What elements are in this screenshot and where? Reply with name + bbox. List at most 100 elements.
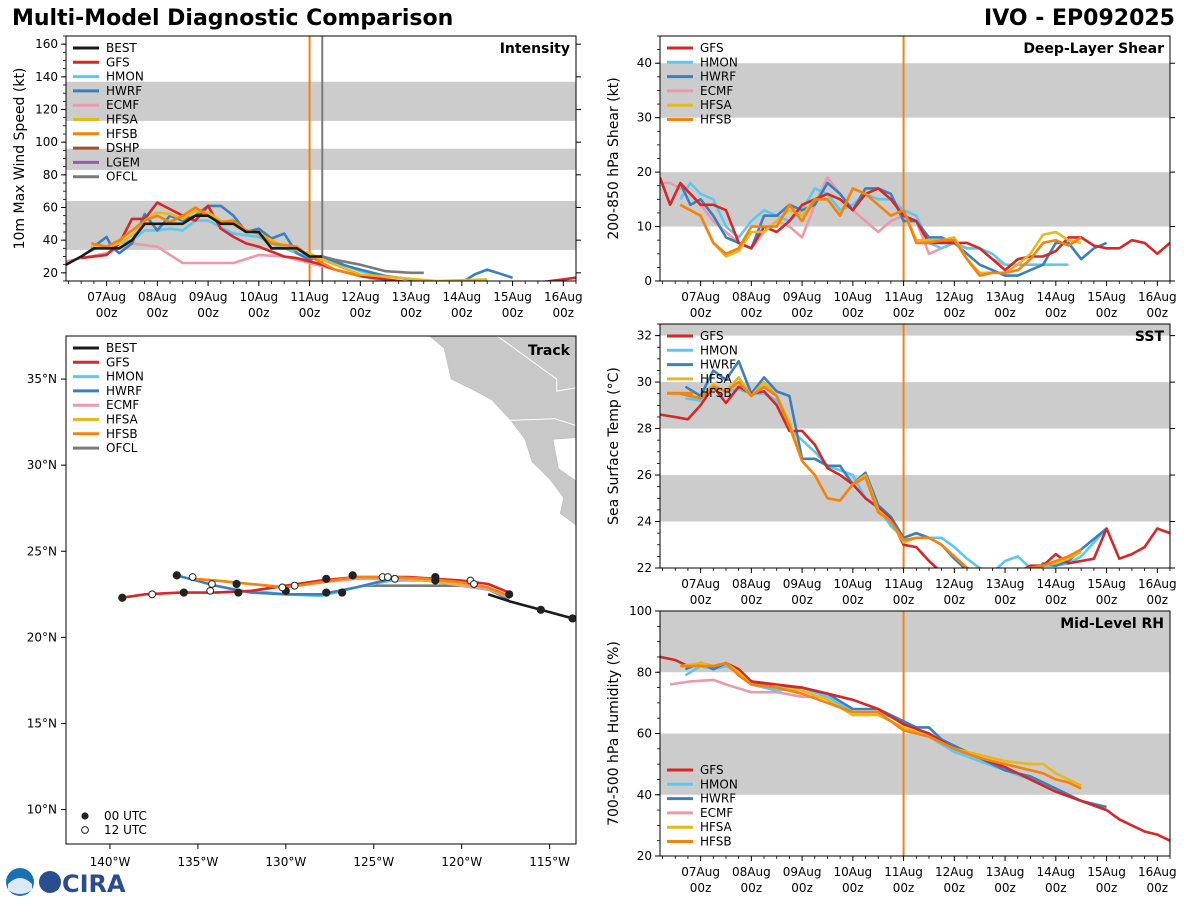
sst-x-tick-sublabel: 00z: [1045, 593, 1067, 607]
track-marker-12utc: [278, 583, 287, 592]
track-y-tick-label: 20°N: [27, 630, 57, 644]
state-line: [496, 336, 576, 392]
shear-x-tick-sublabel: 00z: [994, 306, 1016, 320]
intensity-series-gfs: [81, 201, 576, 281]
intensity-series-hfsb: [91, 206, 361, 278]
sst-y-tick-label: 30: [637, 375, 652, 389]
intensity-legend-label: BEST: [106, 41, 137, 55]
shear-x-tick-sublabel: 00z: [791, 306, 813, 320]
intensity-legend-label: HFSB: [106, 127, 138, 141]
sst-frame: [659, 323, 1171, 569]
sst-legend-label: HFSB: [700, 386, 732, 400]
track-x-tick-label: 140°W: [90, 855, 131, 869]
track-y-tick-label: 30°N: [27, 458, 57, 472]
cira-logo: CIRA: [6, 868, 126, 898]
shear-y-tick-label: 30: [637, 111, 652, 125]
shear-legend-label: GFS: [700, 41, 724, 55]
intensity-x-tick-label: 11Aug: [290, 290, 329, 304]
rh-legend-label: HFSA: [700, 820, 733, 834]
track-x-tick-label: 135°W: [178, 855, 219, 869]
intensity-y-tick-label: 60: [43, 201, 58, 215]
sst-y-tick-label: 24: [637, 515, 652, 529]
storm-identifier: IVO - EP092025: [984, 6, 1175, 31]
land-polygon: [429, 336, 576, 526]
track-marker-12utc: [383, 573, 392, 581]
sst-y-tick-label: 26: [637, 468, 652, 482]
shear-y-tick-label: 0: [644, 274, 652, 288]
shear-x-tick-label: 11Aug: [884, 290, 923, 304]
shear-x-tick-sublabel: 00z: [1096, 306, 1118, 320]
track-legend-label: ECMF: [106, 398, 139, 412]
track-y-tick-label: 35°N: [27, 372, 57, 386]
shear-x-tick-label: 10Aug: [833, 290, 872, 304]
track-marker-00utc: [234, 588, 243, 597]
track-marker-12utc: [208, 580, 216, 588]
rh-series-hfsb: [680, 661, 1082, 790]
sst-x-tick-label: 16Aug: [1138, 577, 1177, 591]
sst-plot-area: [660, 324, 1170, 568]
track-marker-12utc: [148, 590, 157, 599]
rh-x-tick-label: 13Aug: [986, 865, 1025, 879]
shear-x-tick-label: 14Aug: [1036, 290, 1075, 304]
rh-x-tick-label: 15Aug: [1087, 865, 1126, 879]
rh-legend-label: ECMF: [700, 806, 733, 820]
intensity-series-best: [66, 214, 323, 266]
intensity-x-tick-label: 07Aug: [87, 290, 126, 304]
rh-legend-label: HWRF: [700, 792, 736, 806]
shear-x-tick-sublabel: 00z: [741, 306, 763, 320]
rh-x-tick-sublabel: 00z: [791, 881, 813, 895]
intensity-x-tick-label: 12Aug: [341, 290, 380, 304]
shear-panel: 0 10 20 30 40 07Aug 00z 08Aug 00z 09Aug 00z 10Aug 00…: [606, 35, 1177, 320]
track-marker-00utc: [536, 605, 545, 614]
track-legend-label: GFS: [106, 355, 130, 369]
intensity-y-tick-label: 40: [43, 233, 58, 247]
intensity-legend-label: OFCL: [106, 170, 138, 184]
track-plot-area: [118, 336, 576, 623]
rh-shade-band: [660, 733, 1170, 795]
rh-x-tick-sublabel: 00z: [741, 881, 763, 895]
track-marker-12utc: [470, 580, 478, 588]
rh-x-tick-label: 08Aug: [732, 865, 771, 879]
intensity-x-tick-label: 10Aug: [239, 290, 278, 304]
rh-legend-label: HMON: [700, 777, 738, 791]
rh-legend-label: GFS: [700, 763, 724, 777]
sst-y-tick-label: 28: [637, 422, 652, 436]
rh-x-tick-sublabel: 00z: [1147, 881, 1169, 895]
intensity-x-tick-label: 16Aug: [544, 290, 583, 304]
rh-y-tick-label: 40: [637, 788, 652, 802]
track-panel-title: Track: [528, 343, 571, 359]
rh-y-tick-label: 100: [629, 604, 652, 618]
sst-x-tick-sublabel: 00z: [893, 593, 915, 607]
shear-legend-label: HWRF: [700, 70, 736, 84]
shear-legend-label: HMON: [700, 55, 738, 69]
track-x-tick-label: 115°W: [529, 855, 570, 869]
intensity-y-tick-label: 160: [35, 37, 58, 51]
border-line: [509, 418, 576, 426]
intensity-legend-label: DSHP: [106, 141, 139, 155]
shear-x-tick-sublabel: 00z: [1147, 306, 1169, 320]
track-frame: [65, 335, 577, 845]
shear-legend-label: HFSB: [700, 113, 732, 127]
shear-x-tick-label: 16Aug: [1138, 290, 1177, 304]
sst-shade-band: [660, 475, 1170, 522]
track-y-tick-label: 15°N: [27, 716, 57, 730]
shear-x-tick-sublabel: 00z: [1045, 306, 1067, 320]
intensity-plot-area: [66, 36, 576, 281]
sst-legend-label: HWRF: [700, 358, 736, 372]
track-legend-label: HWRF: [106, 384, 142, 398]
rh-legend-label: HFSB: [700, 835, 732, 849]
sst-x-tick-label: 15Aug: [1087, 577, 1126, 591]
track-marker-00utc: [568, 614, 576, 623]
track-marker-00utc: [348, 571, 357, 580]
sst-panel-title: SST: [1135, 329, 1165, 345]
shear-y-tick-label: 40: [637, 56, 652, 70]
track-marker-00utc: [505, 590, 514, 599]
globe-icon: [39, 871, 61, 893]
track-marker-00utc: [118, 593, 127, 602]
rh-x-tick-label: 14Aug: [1036, 865, 1075, 879]
sst-legend-label: GFS: [700, 329, 724, 343]
rh-x-tick-label: 16Aug: [1138, 865, 1177, 879]
rh-x-tick-label: 09Aug: [783, 865, 822, 879]
intensity-panel-title: Intensity: [500, 41, 570, 57]
intensity-x-tick-sublabel: 00z: [451, 306, 473, 320]
